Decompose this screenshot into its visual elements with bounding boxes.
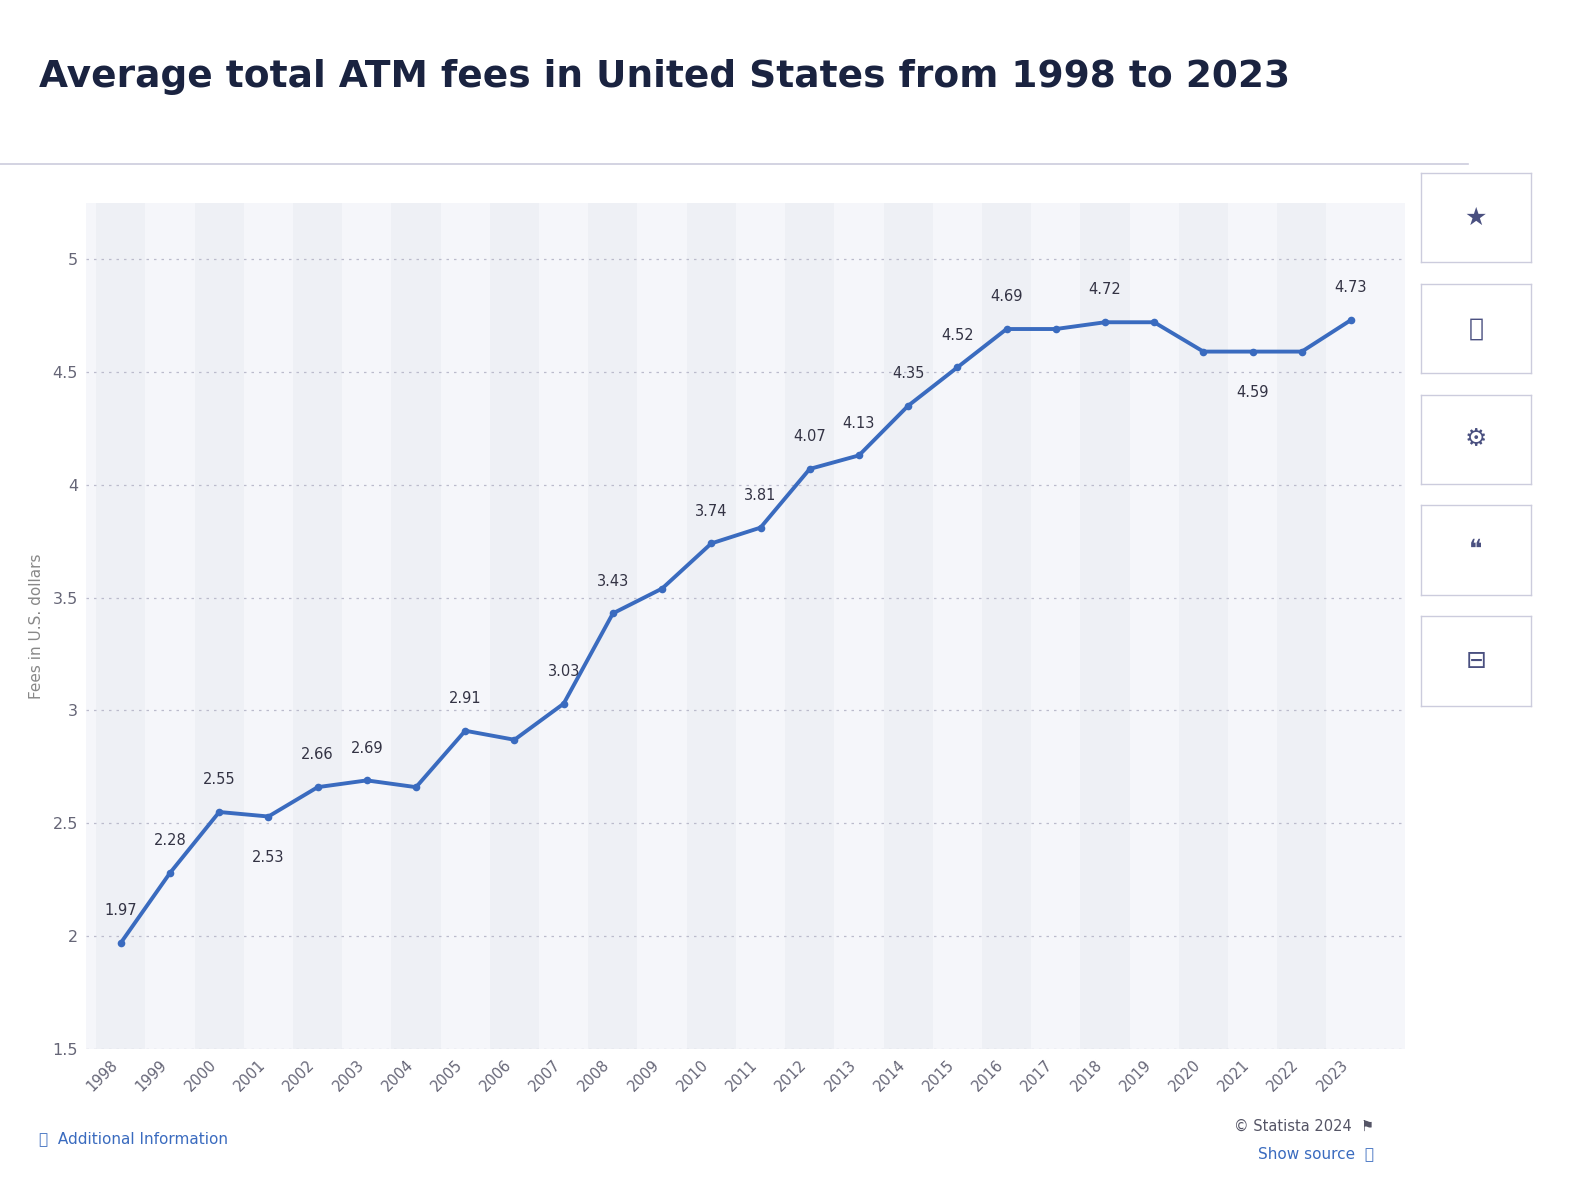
Text: ★: ★ [1465, 205, 1487, 230]
Text: 1.97: 1.97 [105, 904, 137, 918]
Bar [195, 203, 243, 1049]
Bar [1080, 203, 1129, 1049]
Text: 4.52: 4.52 [940, 328, 973, 342]
Bar [785, 203, 834, 1049]
Text: 2.69: 2.69 [350, 740, 383, 756]
Text: 4.59: 4.59 [1236, 385, 1269, 401]
Text: 2.28: 2.28 [154, 833, 187, 848]
Text: ❝: ❝ [1470, 538, 1482, 563]
Bar [342, 203, 391, 1049]
Text: 2.91: 2.91 [449, 691, 482, 706]
Bar [1327, 203, 1375, 1049]
Bar [294, 203, 342, 1049]
Text: 3.03: 3.03 [548, 664, 579, 678]
Text: © Statista 2024  ⚑: © Statista 2024 ⚑ [1234, 1119, 1374, 1134]
Text: Average total ATM fees in United States from 1998 to 2023: Average total ATM fees in United States … [39, 60, 1291, 95]
Bar [637, 203, 686, 1049]
Text: 4.13: 4.13 [843, 416, 874, 430]
Text: ⚙: ⚙ [1465, 427, 1487, 452]
Text: 4.35: 4.35 [892, 366, 925, 381]
Bar [933, 203, 981, 1049]
Text: 4.72: 4.72 [1088, 283, 1121, 298]
Text: 3.43: 3.43 [597, 573, 630, 589]
Text: Show source  ⓘ: Show source ⓘ [1258, 1147, 1374, 1161]
Text: 2.66: 2.66 [301, 747, 334, 763]
Bar [441, 203, 490, 1049]
Bar [1228, 203, 1278, 1049]
Bar [539, 203, 589, 1049]
Bar [736, 203, 785, 1049]
Text: 4.73: 4.73 [1334, 280, 1367, 296]
Text: 4.69: 4.69 [991, 290, 1022, 304]
Text: 4.07: 4.07 [793, 429, 826, 445]
Bar [96, 203, 146, 1049]
Y-axis label: Fees in U.S. dollars: Fees in U.S. dollars [30, 553, 44, 699]
Bar [834, 203, 884, 1049]
Text: ⓘ  Additional Information: ⓘ Additional Information [39, 1131, 228, 1146]
Bar [1278, 203, 1327, 1049]
Bar [686, 203, 736, 1049]
Bar [490, 203, 539, 1049]
Bar [1179, 203, 1228, 1049]
Text: 2.53: 2.53 [253, 850, 284, 865]
Bar [243, 203, 294, 1049]
Text: 3.81: 3.81 [744, 488, 777, 503]
Text: 2.55: 2.55 [203, 772, 236, 787]
Text: 🔔: 🔔 [1468, 316, 1484, 341]
Bar [884, 203, 933, 1049]
Bar [146, 203, 195, 1049]
Text: 3.74: 3.74 [696, 503, 727, 519]
Bar [391, 203, 441, 1049]
Bar [1129, 203, 1179, 1049]
Text: ⊟: ⊟ [1465, 648, 1487, 673]
Bar [589, 203, 637, 1049]
Bar [1031, 203, 1080, 1049]
Bar [981, 203, 1031, 1049]
